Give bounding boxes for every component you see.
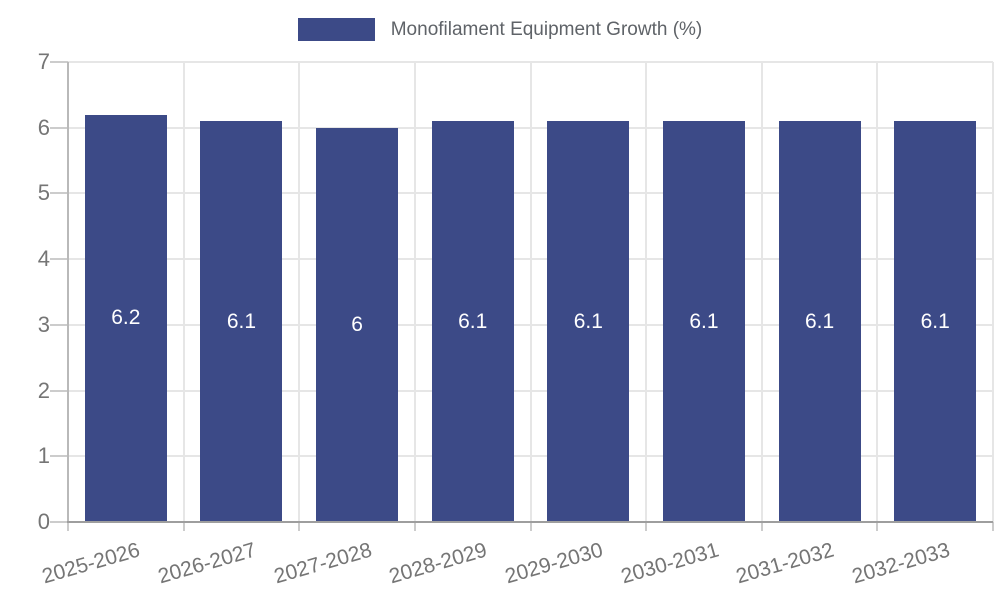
bar[interactable]	[200, 121, 283, 521]
bar-value-label: 6.1	[573, 309, 603, 333]
bar[interactable]	[778, 121, 861, 521]
y-axis-label: 1	[37, 443, 50, 469]
x-axis-tick	[298, 522, 301, 531]
y-axis-label: 7	[37, 49, 50, 74]
gridline-vertical	[413, 62, 416, 522]
bar-value-label: 6	[351, 312, 363, 336]
gridline-vertical	[992, 62, 994, 522]
gridline-vertical	[760, 62, 763, 522]
x-axis-label: 2028-2029	[386, 538, 490, 589]
bar-value-label: 6.1	[458, 309, 488, 333]
y-axis-label: 2	[37, 377, 50, 403]
gridline-vertical	[876, 62, 879, 522]
bar[interactable]	[547, 121, 630, 521]
y-axis-tick	[50, 455, 68, 458]
y-axis-tick	[50, 258, 68, 261]
x-axis-tick	[645, 522, 648, 531]
y-axis-label: 0	[37, 509, 50, 534]
x-axis-label: 2025-2026	[39, 538, 143, 589]
bar-value-label: 6.2	[111, 306, 141, 330]
x-axis-label: 2030-2031	[618, 538, 721, 589]
bar[interactable]	[894, 121, 977, 521]
y-axis-line	[67, 62, 69, 522]
gridline-vertical	[298, 62, 301, 522]
y-axis-tick	[50, 389, 68, 392]
x-axis-label: 2029-2030	[502, 538, 606, 589]
bar-value-label: 6.1	[920, 309, 950, 333]
bar-value-label: 6.1	[804, 309, 835, 333]
y-axis-tick	[50, 323, 68, 326]
y-axis-label: 5	[37, 180, 50, 206]
y-axis-tick	[50, 61, 68, 63]
y-axis-tick	[50, 521, 68, 523]
y-axis-label: 3	[37, 311, 50, 337]
x-axis-label: 2026-2027	[155, 538, 259, 589]
y-axis-tick	[50, 126, 68, 129]
bar[interactable]	[431, 121, 514, 521]
legend-label: Monofilament Equipment Growth (%)	[390, 18, 703, 40]
y-axis-tick	[50, 192, 68, 195]
x-axis-tick	[182, 522, 185, 531]
gridline-vertical	[529, 62, 532, 522]
bar[interactable]	[84, 114, 167, 521]
x-axis-tick	[992, 522, 994, 531]
bar[interactable]	[316, 127, 399, 521]
gridline-vertical	[182, 62, 185, 522]
x-axis-label: 2032-2033	[849, 538, 953, 589]
x-axis-label: 2027-2028	[271, 538, 375, 589]
x-axis-tick	[67, 522, 69, 531]
legend-swatch-icon	[297, 18, 375, 41]
x-axis-label: 2031-2032	[733, 538, 837, 589]
x-axis-line	[67, 521, 993, 523]
x-axis-tick	[529, 522, 532, 531]
chart-legend[interactable]: Monofilament Equipment Growth (%)	[0, 18, 1000, 41]
bar-value-label: 6.1	[689, 309, 719, 333]
x-axis-tick	[760, 522, 763, 531]
x-axis-tick	[413, 522, 416, 531]
x-axis-tick	[876, 522, 879, 531]
gridline-vertical	[645, 62, 648, 522]
y-axis-label: 6	[37, 114, 50, 140]
bar-value-label: 6.1	[226, 309, 257, 333]
y-axis-label: 4	[37, 246, 50, 272]
bar[interactable]	[662, 121, 745, 521]
